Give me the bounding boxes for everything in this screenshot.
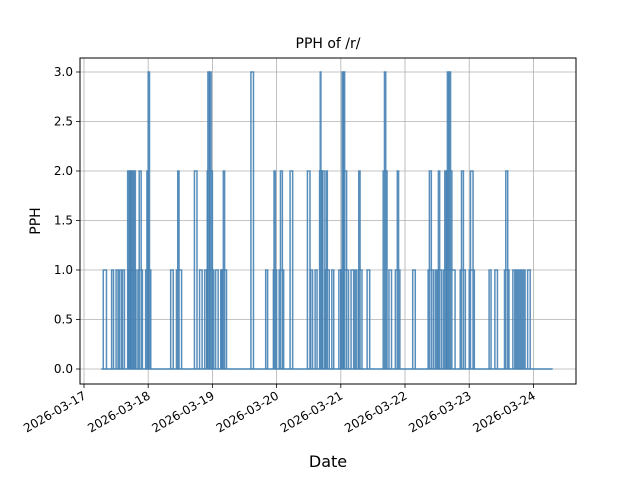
y-tick-label: 2.0	[54, 164, 73, 178]
series-step	[264, 269, 269, 369]
series-step	[515, 269, 519, 369]
series-step	[434, 269, 438, 369]
series-step	[383, 71, 387, 369]
y-tick-label: 0.5	[54, 313, 73, 327]
series-step	[488, 269, 492, 369]
series-step	[357, 269, 363, 369]
series-step	[193, 170, 198, 369]
series-step	[354, 269, 357, 369]
series-step	[115, 269, 119, 369]
series-step	[127, 269, 137, 369]
series-step	[207, 71, 210, 369]
series-step	[250, 71, 255, 369]
series-step	[205, 269, 215, 369]
series-step	[388, 269, 393, 369]
y-tick-label: 3.0	[54, 65, 73, 79]
series-step	[331, 269, 335, 369]
y-tick-label: 0.0	[54, 362, 73, 376]
y-tick-label: 2.5	[54, 115, 73, 129]
series-step	[209, 71, 212, 369]
series-step	[526, 269, 531, 369]
series-step	[137, 269, 144, 369]
series-step	[436, 269, 443, 369]
y-axis-label: PPH	[28, 207, 44, 234]
series-step	[221, 269, 228, 369]
series-step	[147, 71, 151, 369]
series-step	[448, 71, 452, 369]
series-step	[366, 269, 371, 369]
axes-frame	[79, 57, 577, 385]
series-step	[321, 170, 325, 369]
series-step	[324, 269, 330, 369]
series-step	[110, 269, 115, 369]
series-step	[512, 269, 516, 369]
y-axis: 0.0 0.5 1.0 1.5 2.0 2.5 3.0	[54, 65, 80, 376]
series-step	[459, 269, 467, 369]
series-step	[118, 269, 122, 369]
series-step	[121, 269, 126, 369]
series-step	[314, 269, 318, 369]
series-step	[442, 269, 456, 369]
series-step	[517, 269, 521, 369]
series-step	[446, 71, 450, 369]
series-step	[214, 269, 219, 369]
series-step	[198, 269, 203, 369]
series-step	[309, 269, 314, 369]
series-step	[169, 269, 174, 369]
series-step	[520, 269, 524, 369]
series-step	[102, 269, 108, 369]
y-tick-label: 1.5	[54, 214, 73, 228]
series-step	[411, 269, 417, 369]
series-step	[144, 269, 152, 369]
series-step	[523, 269, 526, 369]
y-tick-label: 1.0	[54, 263, 73, 277]
series-step	[175, 269, 183, 369]
series-step	[427, 269, 434, 369]
series-step	[468, 269, 476, 369]
series-step	[494, 269, 499, 369]
series-step	[382, 170, 388, 369]
series-step	[340, 269, 350, 369]
series-step	[503, 269, 510, 369]
chart-title: PPH of /r/	[296, 36, 361, 52]
series-pph	[101, 71, 553, 370]
x-axis-label: Date	[309, 452, 347, 471]
series-step	[272, 269, 278, 369]
series-step	[350, 269, 355, 369]
series-step	[278, 269, 285, 369]
series-step	[289, 170, 294, 369]
series-step	[394, 269, 401, 369]
